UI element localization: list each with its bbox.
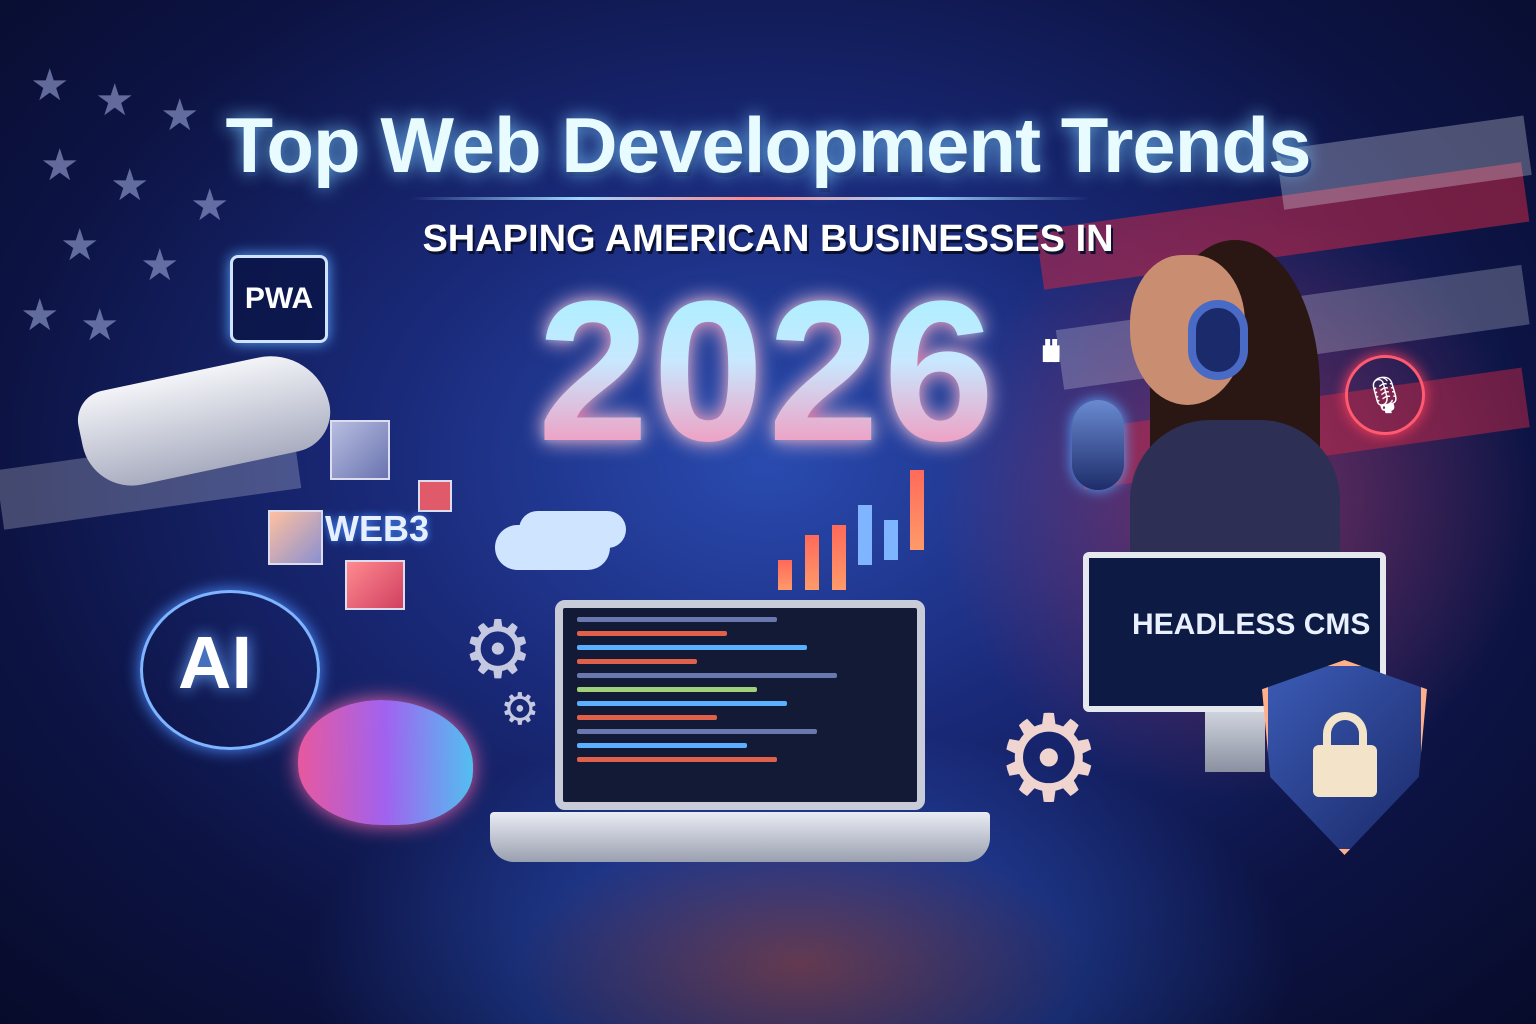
year-heading: 2026 xyxy=(0,262,1536,482)
gear-icon: ⚙ xyxy=(995,690,1103,829)
subtitle: SHAPING AMERICAN BUSINESSES IN xyxy=(422,218,1114,260)
page-title: Top Web Development Trends xyxy=(225,101,1312,189)
microphone-icon xyxy=(1072,400,1124,490)
cube-icon xyxy=(268,510,323,565)
cube-icon xyxy=(418,480,452,512)
ai-label: AI xyxy=(178,621,252,704)
lock-icon xyxy=(1323,712,1367,756)
brain-icon xyxy=(298,700,473,825)
lock-icon xyxy=(1313,745,1377,797)
divider xyxy=(410,197,1090,200)
woman-body xyxy=(1130,420,1340,570)
sound-wave-icon: ıllıllı xyxy=(1040,335,1062,370)
microphone-icon: 🎙 xyxy=(1345,355,1425,435)
pwa-label: PWA xyxy=(230,255,328,343)
cube-icon xyxy=(345,560,405,610)
gear-icon: ⚙ xyxy=(500,684,540,735)
ai-ring xyxy=(140,590,320,750)
headset-icon xyxy=(1188,300,1248,380)
gear-icon: ⚙ xyxy=(462,603,534,696)
headless-cms-label: HEADLESS CMS xyxy=(1132,608,1371,641)
web3-label: WEB3 xyxy=(325,508,430,549)
monitor-stand xyxy=(1205,712,1265,772)
cube-icon xyxy=(330,420,390,480)
laptop-keyboard xyxy=(490,812,990,862)
cloud-icon xyxy=(495,525,610,570)
laptop-icon xyxy=(555,600,925,810)
